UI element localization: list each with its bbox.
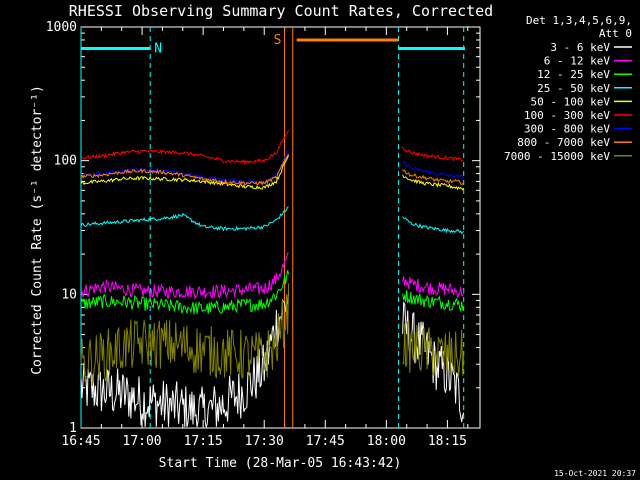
legend-header: Det 1,3,4,5,6,9, Att 0	[526, 14, 632, 40]
x-tick-label: 17:00	[123, 434, 162, 449]
y-tick-label: 100	[54, 154, 77, 169]
series-line-7000-15000-kev	[402, 320, 465, 376]
x-tick-label: 16:45	[61, 434, 100, 449]
series-line-800-7000-kev	[402, 169, 465, 185]
series-line-12-25-kev	[80, 270, 290, 315]
series-line-12-25-kev	[402, 289, 465, 313]
series-line-7000-15000-kev	[80, 283, 290, 387]
series-line-300-800-kev	[402, 160, 465, 181]
series-line-3-6-kev	[402, 301, 465, 423]
legend-label: 50 - 100 keV	[531, 95, 611, 108]
x-tick-label: 18:15	[428, 434, 467, 449]
x-tick-label: 18:00	[367, 434, 406, 449]
series-line-25-50-kev	[402, 216, 465, 235]
chart-title: RHESSI Observing Summary Count Rates, Co…	[69, 2, 493, 20]
y-tick-label: 1	[69, 421, 77, 436]
footer-timestamp: 15-Oct-2021 20:37	[554, 469, 636, 478]
series-line-3-6-kev	[80, 292, 290, 429]
x-tick-label: 17:30	[245, 434, 284, 449]
series-line-100-300-kev	[402, 146, 464, 162]
legend-label: 25 - 50 keV	[537, 82, 610, 95]
legend-label: 800 - 7000 keV	[517, 136, 610, 149]
x-tick-label: 17:15	[184, 434, 223, 449]
legend-label: 7000 - 15000 keV	[504, 150, 610, 163]
y-axis-label: Corrected Count Rate (s⁻¹ detector⁻¹)	[30, 85, 45, 375]
x-axis-label: Start Time (28-Mar-05 16:43:42)	[159, 456, 402, 471]
legend-label: 6 - 12 keV	[544, 55, 611, 68]
series-line-6-12-kev	[402, 276, 465, 299]
plot-area: 1 10 100 1000 16:45 17:00 17:15 17:30 17:45 18:00…	[46, 20, 481, 449]
legend-label: 12 - 25 keV	[537, 68, 610, 81]
series-line-100-300-kev	[80, 130, 290, 166]
series-line-25-50-kev	[80, 206, 289, 232]
legend-label: 300 - 800 keV	[524, 123, 610, 136]
y-tick-label: 10	[61, 287, 77, 302]
night-flag-label: N	[154, 42, 162, 57]
x-tick-label: 17:45	[306, 434, 345, 449]
series-line-6-12-kev	[80, 252, 289, 300]
legend-label: 100 - 300 keV	[524, 109, 610, 122]
legend-label: 3 - 6 keV	[550, 41, 610, 54]
series-line-50-100-kev	[402, 174, 465, 191]
legend-header-line-1: Det 1,3,4,5,6,9,	[526, 14, 632, 27]
series-line-50-100-kev	[80, 155, 290, 190]
y-tick-label: 1000	[46, 20, 77, 35]
series-line-800-7000-kev	[80, 153, 290, 186]
saa-flag-label: S	[274, 33, 282, 48]
legend-header-line-2: Att 0	[599, 27, 632, 40]
